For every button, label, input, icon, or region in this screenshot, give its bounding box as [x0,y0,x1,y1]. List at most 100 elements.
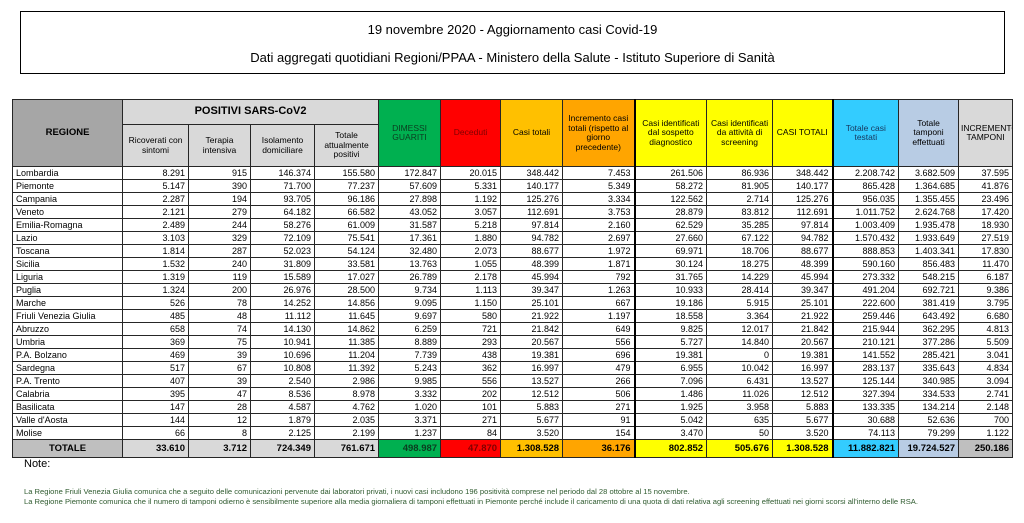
region-row: Friuli Venezia Giulia 485 48 11.112 11.645 9.… [12,309,1014,323]
region-row: Lombardia 8.291 915 146.374 155.580 172.847 20… [12,166,1014,180]
value-cell-deceduti: 1.192 [440,192,502,206]
region-name-cell: Calabria [12,387,123,401]
value-cell-casi-screening: 67.122 [706,231,774,245]
value-cell-dimessi-guariti: 9.697 [378,309,442,323]
value-cell-totale-attualmente-positivi: 4.762 [313,400,380,414]
value-cell-dimessi-guariti: 31.587 [378,218,442,232]
value-cell-ricoverati-con-sintomi: 8.291 [122,166,189,180]
column-header-isolamento-domiciliare: Isolamento domiciliare [250,124,315,167]
region-row: Liguria 1.319 119 15.589 17.027 26.789 2.178 45… [12,270,1014,284]
value-cell-casi-sospetto-diagnostico: 19.186 [633,296,708,310]
value-cell-terapia-intensiva: 74 [188,322,251,336]
value-cell-casi-screening: 3.958 [706,400,774,414]
value-cell-incremento-tamponi: 17.420 [958,205,1014,219]
value-cell-casi-sospetto-diagnostico: 5.727 [633,335,708,349]
value-cell-casi-totali: 21.922 [500,309,564,323]
region-name-cell: Lazio [12,231,123,245]
value-cell-casi-totali-maiuscolo: 5.883 [772,400,834,414]
region-name-cell: Veneto [12,205,123,219]
region-row: Lazio 3.103 329 72.109 75.541 17.361 1.880 94.7… [12,231,1014,245]
value-cell-incremento-tamponi: 3.795 [958,296,1014,310]
value-cell-casi-screening: 11.026 [706,387,774,401]
region-name-cell: Valle d'Aosta [12,413,123,427]
value-cell-dimessi-guariti: 5.243 [378,361,442,375]
value-cell-deceduti: 580 [440,309,502,323]
value-cell-casi-totali: 5.677 [500,413,564,427]
group-header-positivi-sars-cov2: POSITIVI SARS-CoV2 [121,99,380,125]
region-name-cell: Basilicata [12,400,123,414]
value-cell-incremento-tamponi: 37.595 [958,166,1014,180]
value-cell-casi-sospetto-diagnostico: 6.955 [633,361,708,375]
value-cell-incremento-casi-totali: 479 [562,361,636,375]
region-name-cell: Marche [12,296,123,310]
value-cell-dimessi-guariti: 27.898 [378,192,442,206]
value-cell-totale-attualmente-positivi: 11.645 [313,309,380,323]
value-cell-casi-totali: 45.994 [500,270,564,284]
region-name-cell: Liguria [12,270,123,284]
value-cell-terapia-intensiva: 48 [188,309,251,323]
region-row: P.A. Bolzano 469 39 10.696 11.204 7.739 438 19.… [12,348,1014,362]
value-cell-isolamento-domiciliare: 1.879 [250,413,315,427]
value-cell-incremento-casi-totali: 3.753 [562,205,636,219]
value-cell-totale-casi-testati: 273.332 [831,270,900,284]
value-cell-totale-tamponi-effettuati: 548.215 [898,270,960,284]
value-cell-incremento-casi-totali: 154 [562,426,636,440]
report-title: 19 novembre 2020 - Aggiornamento casi Co… [367,22,658,37]
value-cell-terapia-intensiva: 279 [188,205,251,219]
value-cell-casi-sospetto-diagnostico: 9.825 [633,322,708,336]
region-name-cell: Emilia-Romagna [12,218,123,232]
value-cell-casi-totali-maiuscolo: 19.381 [772,348,834,362]
value-cell-deceduti: 5.331 [440,179,502,193]
value-cell-isolamento-domiciliare: 58.276 [250,218,315,232]
value-cell-incremento-casi-totali: 649 [562,322,636,336]
value-cell-incremento-casi-totali: 1.197 [562,309,636,323]
value-cell-isolamento-domiciliare: 14.130 [250,322,315,336]
column-header-deceduti: Deceduti [440,99,502,167]
value-cell-casi-totali: 97.814 [500,218,564,232]
value-cell-casi-totali: 5.883 [500,400,564,414]
value-cell-dimessi-guariti: 9.985 [378,374,442,388]
value-cell-casi-totali: 94.782 [500,231,564,245]
value-cell-isolamento-domiciliare: 2.540 [250,374,315,388]
value-cell-isolamento-domiciliare: 14.252 [250,296,315,310]
value-cell-dimessi-guariti: 7.739 [378,348,442,362]
value-cell-totale-casi-testati: 283.137 [831,361,900,375]
value-cell-ricoverati-con-sintomi: 485 [122,309,189,323]
value-cell-casi-totali-maiuscolo: 48.399 [772,257,834,271]
value-cell-casi-totali-maiuscolo: 88.677 [772,244,834,258]
value-cell-totale-tamponi-effettuati: 134.214 [898,400,960,414]
value-cell-casi-screening: 5.915 [706,296,774,310]
value-cell-casi-sospetto-diagnostico: 31.765 [633,270,708,284]
value-cell-casi-totali: 25.101 [500,296,564,310]
region-name-cell: Sicilia [12,257,123,271]
value-cell-terapia-intensiva: 39 [188,348,251,362]
value-cell-casi-screening: 12.017 [706,322,774,336]
value-cell-casi-totali-maiuscolo: 3.520 [772,426,834,440]
value-cell-totale-attualmente-positivi: 96.186 [313,192,380,206]
value-cell-totale-tamponi-effettuati: 1.403.341 [898,244,960,258]
value-cell-casi-totali: 13.527 [500,374,564,388]
value-cell-totale-casi-testati: 327.394 [831,387,900,401]
value-cell-totale-tamponi-effettuati: 334.533 [898,387,960,401]
value-cell-terapia-intensiva: 329 [188,231,251,245]
value-cell-ricoverati-con-sintomi: 3.103 [122,231,189,245]
total-cell-dimessi-guariti: 498.987 [378,439,442,458]
value-cell-deceduti: 2.178 [440,270,502,284]
value-cell-totale-attualmente-positivi: 14.862 [313,322,380,336]
value-cell-totale-tamponi-effettuati: 285.421 [898,348,960,362]
value-cell-totale-tamponi-effettuati: 340.985 [898,374,960,388]
region-name-cell: Lombardia [12,166,123,180]
value-cell-casi-totali-maiuscolo: 39.347 [772,283,834,297]
total-cell-totale-tamponi-effettuati: 19.724.527 [898,439,960,458]
value-cell-dimessi-guariti: 3.371 [378,413,442,427]
region-row: P.A. Trento 407 39 2.540 2.986 9.985 556 13.527… [12,374,1014,388]
value-cell-totale-attualmente-positivi: 2.199 [313,426,380,440]
value-cell-totale-tamponi-effettuati: 377.286 [898,335,960,349]
value-cell-casi-sospetto-diagnostico: 1.925 [633,400,708,414]
value-cell-casi-screening: 83.812 [706,205,774,219]
value-cell-casi-totali-maiuscolo: 16.997 [772,361,834,375]
value-cell-deceduti: 1.055 [440,257,502,271]
value-cell-totale-casi-testati: 888.853 [831,244,900,258]
value-cell-ricoverati-con-sintomi: 1.324 [122,283,189,297]
value-cell-casi-totali-maiuscolo: 21.922 [772,309,834,323]
